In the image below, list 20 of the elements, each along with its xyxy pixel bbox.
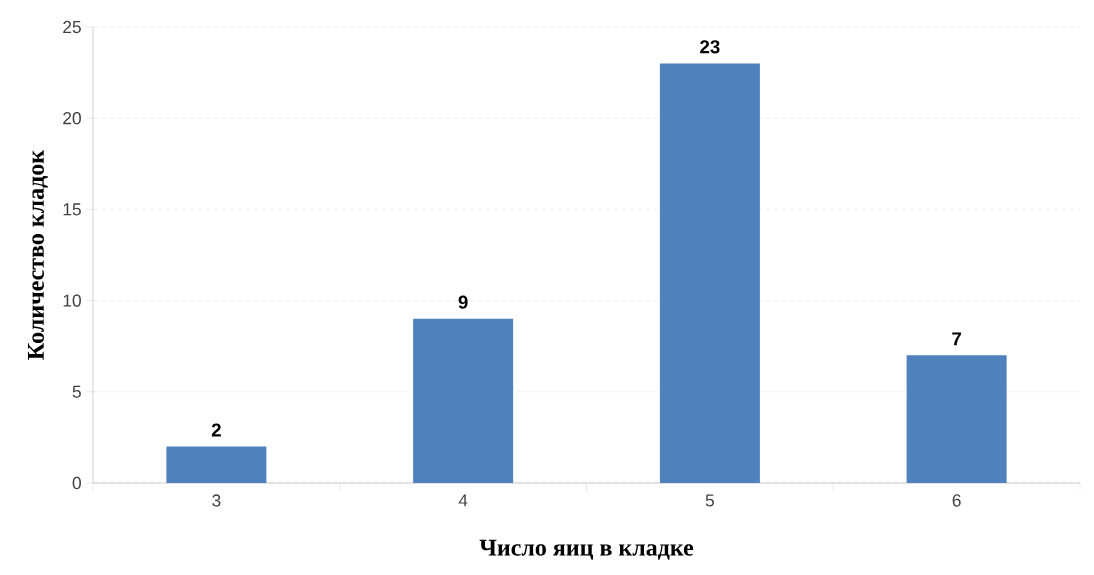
data-label: 23 <box>700 40 720 54</box>
x-tick-label: 3 <box>212 494 221 507</box>
x-tick-label: 4 <box>458 494 468 507</box>
y-tick-label: 20 <box>63 112 81 125</box>
y-tick-label: 25 <box>63 20 81 34</box>
data-label: 2 <box>211 423 221 437</box>
bar <box>659 63 760 483</box>
y-tick-label: 5 <box>72 385 81 398</box>
bar <box>413 318 514 483</box>
y-tick-label: 0 <box>72 476 81 490</box>
bar <box>906 355 1007 483</box>
data-label: 7 <box>952 332 961 346</box>
y-tick-label: 10 <box>63 294 81 307</box>
y-tick-label: 15 <box>63 203 81 216</box>
x-axis-title: Число яиц в кладке <box>479 539 694 560</box>
x-tick-label: 6 <box>952 494 961 507</box>
x-tick-label: 5 <box>705 494 714 507</box>
bar <box>166 446 267 483</box>
data-label: 9 <box>458 295 468 309</box>
y-axis-title: Количество кладок <box>27 149 48 360</box>
